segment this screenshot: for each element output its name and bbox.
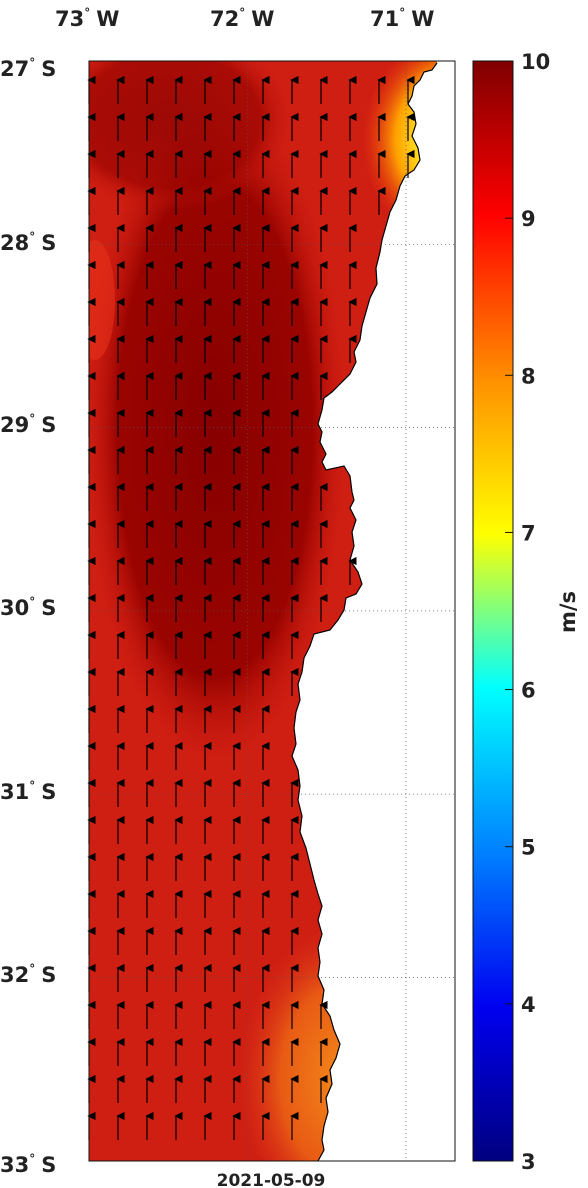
colorbar-tick-label: 3 bbox=[521, 1150, 536, 1174]
lat-label-33: 33° S bbox=[0, 1152, 56, 1177]
lat-label-28: 28° S bbox=[0, 230, 56, 255]
map-frame bbox=[88, 60, 456, 1162]
colorbar-tick-label: 5 bbox=[521, 836, 536, 860]
longitude-labels: 73° W 72° W 71° W bbox=[55, 6, 434, 31]
colorbar: 3 4 5 6 7 8 9 10 m/s bbox=[472, 50, 580, 1174]
colorbar-ticks: 3 4 5 6 7 8 9 10 bbox=[505, 50, 550, 1174]
lon-label-73: 73° W bbox=[55, 6, 119, 31]
colorbar-tick-label: 7 bbox=[521, 521, 536, 545]
high-speed-north bbox=[89, 61, 290, 210]
west-edge-band bbox=[89, 240, 115, 360]
lat-label-30: 30° S bbox=[0, 595, 56, 620]
latitude-labels: 27° S 28° S 29° S 30° S 31° S 32° S 33° S bbox=[0, 56, 56, 1177]
colorbar-tick-label: 9 bbox=[521, 207, 536, 231]
graticule bbox=[89, 61, 455, 1161]
colorbar-unit-label: m/s bbox=[556, 591, 580, 633]
colorbar-gradient bbox=[472, 60, 514, 1162]
colorbar-tick-label: 8 bbox=[521, 364, 536, 388]
colorbar-tick-label: 4 bbox=[521, 993, 536, 1017]
lat-label-32: 32° S bbox=[0, 962, 56, 987]
lat-label-31: 31° S bbox=[0, 779, 56, 804]
colorbar-tick-label: 6 bbox=[521, 679, 536, 703]
date-label: 2021-05-09 bbox=[217, 1171, 326, 1188]
colorbar-tick-label: 10 bbox=[521, 50, 550, 74]
lon-label-71: 71° W bbox=[370, 6, 434, 31]
lat-label-27: 27° S bbox=[0, 56, 56, 81]
lat-label-29: 29° S bbox=[0, 412, 56, 437]
lon-label-72: 72° W bbox=[210, 6, 274, 31]
coastline bbox=[291, 62, 438, 1162]
